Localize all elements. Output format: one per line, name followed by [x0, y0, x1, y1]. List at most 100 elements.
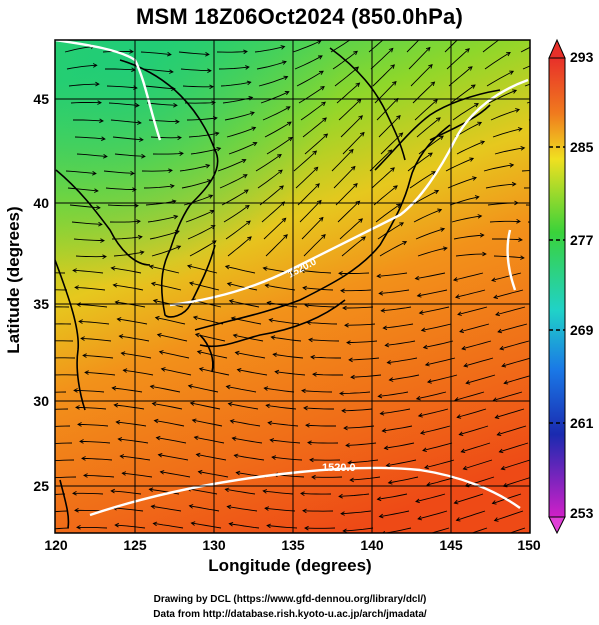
streamline-arrowhead	[440, 227, 446, 232]
streamline-arrowhead	[452, 277, 458, 282]
streamline	[417, 247, 447, 257]
streamline	[256, 61, 287, 70]
streamline	[407, 152, 433, 172]
streamline	[55, 459, 75, 462]
plot-frame	[54, 39, 531, 534]
streamline-arrowhead	[520, 255, 525, 260]
streamline	[343, 306, 374, 309]
streamline-arrowhead	[340, 511, 345, 516]
streamline	[113, 251, 144, 257]
streamline	[406, 40, 420, 53]
streamline	[152, 402, 183, 410]
streamline	[493, 289, 524, 299]
streamline	[330, 40, 351, 53]
streamline-arrowhead	[45, 356, 49, 360]
streamline	[303, 287, 334, 291]
streamline	[55, 357, 76, 359]
streamline-arrowhead	[428, 152, 433, 157]
streamline-arrowhead	[110, 266, 116, 271]
streamline	[301, 390, 333, 393]
streamline-arrowhead	[359, 131, 365, 137]
streamline	[186, 117, 217, 121]
streamline	[418, 408, 449, 417]
streamline-arrowhead	[148, 487, 154, 492]
streamline-arrowhead	[419, 430, 425, 435]
streamline-arrowhead	[188, 281, 194, 286]
streamline-arrowhead	[463, 362, 469, 368]
plot-area: 1520.0 1520.0	[43, 40, 530, 533]
streamline	[190, 402, 221, 410]
streamline-arrowhead	[307, 440, 312, 445]
streamline-arrowhead	[186, 264, 192, 269]
streamline	[112, 387, 143, 393]
streamline-arrowhead	[73, 388, 78, 393]
streamline-arrowhead	[74, 508, 79, 513]
streamline-arrowhead	[47, 373, 51, 377]
streamline-arrowhead	[148, 264, 154, 270]
streamline-arrowhead	[393, 185, 398, 190]
streamline-arrowhead	[500, 465, 506, 471]
streamline-arrowhead	[506, 52, 511, 57]
streamline	[420, 425, 451, 434]
streamline-arrowhead	[173, 103, 178, 108]
streamline	[74, 389, 105, 393]
streamline	[333, 166, 356, 189]
streamline-arrowhead	[512, 89, 518, 94]
x-tick: 145	[439, 537, 463, 553]
streamline-arrowhead	[340, 288, 345, 294]
streamline	[350, 476, 381, 481]
streamline-arrowhead	[211, 100, 216, 105]
streamline	[79, 440, 111, 444]
streamline	[194, 436, 225, 444]
streamline-arrowhead	[43, 339, 47, 343]
streamline	[71, 221, 102, 225]
streamline	[491, 272, 522, 281]
streamline	[187, 488, 218, 495]
streamline-arrowhead	[399, 222, 404, 227]
streamline	[454, 391, 485, 401]
streamline-arrowhead	[269, 438, 275, 443]
streamline-arrowhead	[390, 167, 395, 172]
streamline	[191, 522, 222, 529]
streamline	[272, 456, 303, 461]
streamline-arrowhead	[271, 455, 277, 460]
streamline	[414, 99, 438, 121]
streamline-arrowhead	[177, 135, 182, 141]
streamline-arrowhead	[381, 428, 387, 433]
streamline	[380, 408, 411, 415]
streamline	[217, 159, 246, 172]
streamline	[427, 374, 458, 383]
streamline	[495, 306, 526, 316]
streamline-arrowhead	[499, 345, 505, 351]
streamline-arrowhead	[313, 166, 319, 172]
streamline	[455, 289, 486, 298]
streamline-arrowhead	[190, 521, 196, 526]
streamline	[55, 323, 72, 325]
x-tick: 135	[281, 537, 305, 553]
streamline	[75, 255, 107, 258]
streamline-arrowhead	[272, 352, 278, 358]
streamline-arrowhead	[424, 361, 430, 367]
streamline	[421, 323, 452, 331]
x-tick: 125	[123, 537, 147, 553]
streamline	[64, 45, 95, 53]
streamline	[150, 385, 181, 393]
streamline	[349, 357, 380, 361]
streamline	[265, 284, 296, 291]
streamline-arrowhead	[354, 66, 360, 71]
streamline	[223, 205, 250, 223]
streamline-arrowhead	[267, 420, 273, 426]
streamline	[265, 507, 296, 512]
streamline	[271, 336, 302, 342]
streamline	[232, 437, 263, 444]
streamline-arrowhead	[173, 214, 179, 220]
streamline	[523, 187, 530, 189]
streamline	[117, 318, 148, 325]
streamline	[237, 369, 268, 376]
streamline	[227, 236, 252, 257]
streamline-arrowhead	[383, 445, 389, 451]
streamline	[68, 83, 99, 87]
streamline	[452, 103, 479, 121]
streamline-arrowhead	[224, 264, 230, 270]
streamline-arrowhead	[425, 46, 431, 52]
